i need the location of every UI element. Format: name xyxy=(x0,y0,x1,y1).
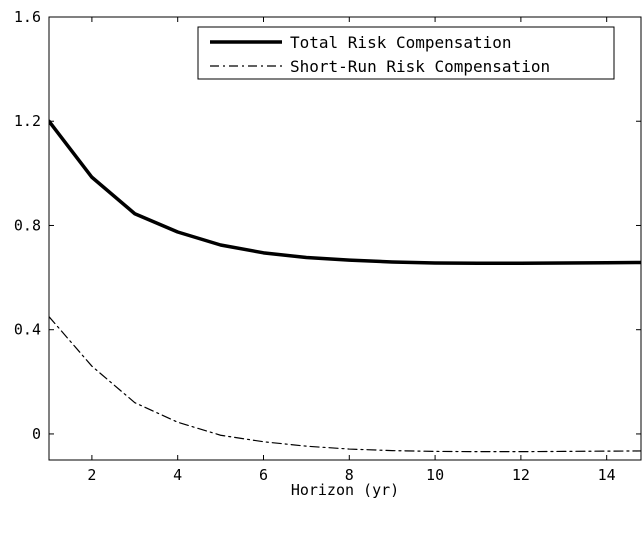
series-lines xyxy=(49,119,641,453)
x-tick-label: 8 xyxy=(345,466,354,484)
y-tick-label: 0.8 xyxy=(14,216,41,234)
x-tick-label: 12 xyxy=(512,466,530,484)
series-line-short-run-risk xyxy=(49,316,641,453)
legend-label-short-run: Short-Run Risk Compensation xyxy=(290,57,550,76)
series-line-total-risk xyxy=(49,119,641,266)
legend: Total Risk Compensation Short-Run Risk C… xyxy=(197,26,615,80)
x-tick-label: 10 xyxy=(426,466,444,484)
x-tick-label: 2 xyxy=(87,466,96,484)
y-tick-label: 0.4 xyxy=(14,321,41,339)
y-tick-label: 1.6 xyxy=(14,8,41,26)
x-tick-label: 14 xyxy=(598,466,616,484)
x-axis-label: Horizon (yr) xyxy=(291,481,399,499)
y-tick-label: 0 xyxy=(32,425,41,443)
y-tick-label: 1.2 xyxy=(14,112,41,130)
plot-frame xyxy=(48,16,642,461)
legend-box xyxy=(197,26,615,80)
axes: 2 4 6 8 10 12 14 0 0.4 0.8 1.2 1.6 Horizon (yr) xyxy=(14,8,642,499)
x-tick-label: 4 xyxy=(173,466,182,484)
x-tick-label: 6 xyxy=(259,466,268,484)
legend-label-total: Total Risk Compensation xyxy=(290,33,512,52)
